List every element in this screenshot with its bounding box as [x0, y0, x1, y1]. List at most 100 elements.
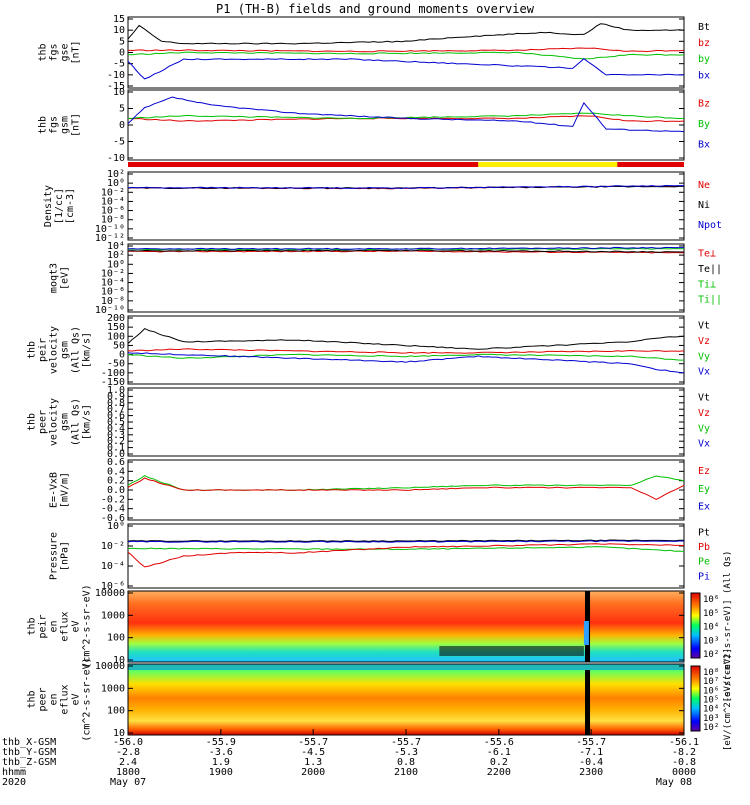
series-line-Bz — [127, 115, 685, 123]
series-line-Ti|| — [127, 246, 684, 250]
y-tick-label: 0.4 — [107, 423, 125, 434]
x-tick-label: -2.8 — [116, 747, 140, 758]
mode-bar-segment — [617, 162, 684, 167]
series-line-Pb — [127, 543, 685, 568]
y-axis-label: velocity — [49, 398, 60, 446]
series-line-Pt — [127, 539, 685, 542]
x-tick-label: -6.1 — [487, 747, 511, 758]
legend-entry: Vy — [698, 351, 710, 362]
y-axis-label: [nT] — [71, 113, 82, 137]
y-axis-label: thb — [38, 116, 49, 134]
y-axis-label: moqt3 — [49, 263, 60, 293]
x-row-label: thb_Z-GSM — [2, 757, 56, 768]
panel-frame — [127, 89, 685, 161]
legend-entry: By — [698, 119, 710, 130]
x-row-label: hhmm — [2, 767, 26, 778]
x-row-label: 2020 — [2, 777, 26, 788]
x-tick-label: May 07 — [110, 777, 146, 788]
panel-frame — [127, 315, 685, 385]
panel-frame — [127, 387, 685, 457]
y-axis-label: gse — [60, 43, 71, 61]
y-tick-label: 10000 — [95, 588, 125, 599]
y-tick-label: 10⁻⁸ — [101, 215, 125, 226]
x-tick-label: 1900 — [209, 767, 233, 778]
y-axis-label: Density — [43, 185, 54, 227]
y-tick-label: 0.0 — [107, 449, 125, 460]
y-axis-label: thb — [27, 341, 38, 359]
y-tick-label: 0.0 — [107, 485, 125, 496]
legend-entry: bz — [698, 38, 710, 49]
chart-title: P1 (TH-B) fields and ground moments over… — [216, 2, 535, 16]
series-line-Npot — [127, 184, 684, 190]
panel-fgs_gsm: 10 5 0 -5 -10 thb fgs gsm [nT] Bz By Bx — [38, 87, 711, 164]
y-tick-label: -100 — [101, 368, 125, 379]
legend-entry: Pb — [698, 542, 710, 553]
legend-entry: Ez — [698, 466, 710, 477]
y-tick-label: -150 — [101, 377, 125, 388]
y-tick-label: 10⁴ — [107, 241, 125, 252]
series-line-by — [127, 51, 685, 60]
panel-density: 10²10⁰10⁻²10⁻⁴10⁻⁶10⁻⁸10⁻¹⁰10⁻¹²Density[… — [43, 169, 722, 244]
y-tick-label: 1000 — [101, 610, 125, 621]
x-tick-label: 2200 — [487, 767, 511, 778]
series-line-Vx — [127, 352, 685, 374]
y-tick-label: 10² — [107, 169, 125, 180]
x-row-label: thb_X-GSM — [2, 737, 56, 748]
legend-entry: Ti|| — [698, 295, 722, 306]
x-tick-label: 2100 — [394, 767, 418, 778]
panel-frame — [127, 16, 685, 89]
y-tick-label: 10⁻¹² — [95, 233, 125, 244]
series-line-Vy — [127, 353, 684, 361]
y-axis-label: velocity — [49, 326, 60, 374]
series-line-Bt — [127, 23, 685, 45]
colorbar-tick-label: 10⁶ — [703, 595, 719, 605]
x-tick-label: 1.9 — [212, 757, 230, 768]
legend-entry: Bz — [698, 98, 710, 109]
y-tick-label: 10⁻¹⁰ — [95, 305, 125, 316]
y-tick-label: 0.2 — [107, 476, 125, 487]
y-axis-label: eflux — [60, 684, 71, 714]
legend-entry: Npot — [698, 220, 722, 231]
panel-efield: 0.60.40.20.0-0.2-0.4-0.6 E=-VxB [mV/m] Ez Ey… — [49, 457, 711, 524]
y-tick-label: 150 — [107, 322, 125, 333]
series-line-Pi — [127, 540, 684, 543]
y-tick-label: 100 — [107, 706, 125, 717]
spectrogram-gap — [585, 664, 591, 735]
y-tick-label: 0.7 — [107, 404, 125, 415]
x-tick-label: 1.3 — [304, 757, 322, 768]
legend-entry: Vx — [698, 367, 710, 378]
y-axis-label: [nT] — [71, 40, 82, 64]
y-tick-label: 200 — [107, 313, 125, 324]
x-tick-label: -55.7 — [391, 737, 421, 748]
legend-entry: Ti⊥ — [698, 279, 716, 290]
x-tick-label: -5.3 — [394, 747, 418, 758]
y-tick-label: 10⁻⁶ — [101, 581, 125, 592]
x-tick-label: 2.4 — [119, 757, 137, 768]
legend-entry: Vy — [698, 423, 710, 434]
y-axis-label: (cm^2-s-sr-eV) — [82, 584, 93, 668]
y-tick-label: 1.0 — [107, 385, 125, 396]
panel-frame — [127, 523, 685, 589]
x-tick-label: 0.2 — [490, 757, 508, 768]
x-tick-label: May 08 — [656, 777, 692, 788]
colorbar-tick-label: 10² — [703, 723, 719, 733]
series-line-bx — [127, 58, 685, 80]
y-tick-label: -15 — [107, 81, 125, 92]
y-axis-label: [eV] — [60, 266, 71, 290]
series-line-Vz — [127, 348, 685, 354]
panel-frame — [127, 590, 685, 663]
y-axis-label: E=-VxB — [49, 472, 60, 508]
x-tick-label: -4.5 — [301, 747, 325, 758]
y-tick-label: 0.9 — [107, 391, 125, 402]
y-axis-label: [mV/m] — [60, 472, 71, 508]
y-tick-label: 5 — [119, 104, 125, 115]
legend-entry: Bt — [698, 22, 710, 33]
mode-bar-segment — [128, 162, 479, 167]
legend-entry: bx — [698, 70, 710, 81]
colorbar-tick-label: 10⁴ — [703, 623, 719, 633]
y-tick-label: -0.2 — [101, 494, 125, 505]
legend-entry: by — [698, 54, 710, 65]
legend-entry: Ne — [698, 180, 710, 191]
y-axis-label: en — [49, 620, 60, 632]
